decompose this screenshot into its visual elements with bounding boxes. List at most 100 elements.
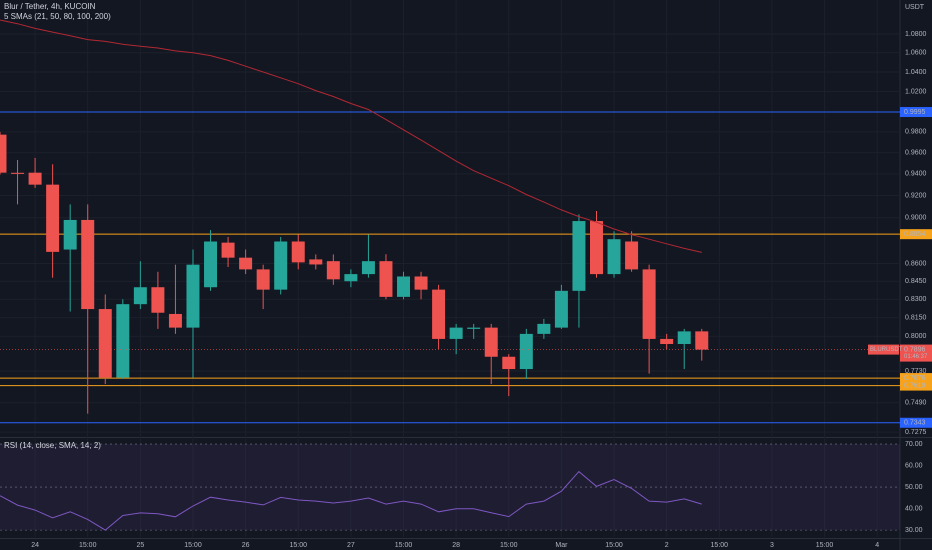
x-tick-label: 15:00 [184, 542, 202, 549]
candle-body [397, 276, 410, 297]
y-tick-label: 0.9200 [905, 192, 927, 199]
y-tick-label: 0.8150 [905, 315, 927, 322]
candle-body [151, 287, 165, 313]
candle-body [449, 327, 463, 339]
y-tick-label: 0.9000 [905, 215, 927, 222]
candle-body [63, 219, 77, 250]
candle-body [98, 309, 112, 378]
candle-body [625, 241, 639, 270]
candle-body [291, 241, 305, 263]
x-tick-label: 3 [770, 542, 774, 549]
rsi-tick-label: 40.00 [905, 505, 923, 512]
candle-body [554, 290, 568, 328]
symbol-label: BLURUSDT [870, 347, 903, 353]
level-label-box [900, 380, 932, 391]
sma-line [0, 19, 702, 253]
y-tick-label: 0.8300 [905, 296, 927, 303]
x-tick-label: 15:00 [605, 542, 623, 549]
level-label: 0.7619 [904, 382, 926, 389]
x-tick-label: 15:00 [816, 542, 834, 549]
candle-body [204, 241, 218, 288]
rsi-tick-label: 60.00 [905, 462, 923, 469]
x-tick-label: 15:00 [289, 542, 307, 549]
x-tick-label: 26 [242, 542, 250, 549]
y-tick-label: 0.8000 [905, 333, 927, 340]
candle-body [309, 259, 323, 265]
price-pane [0, 19, 900, 424]
y-tick-label: 1.0400 [905, 69, 927, 76]
candle-body [414, 276, 428, 290]
candle-body [221, 242, 235, 258]
axes: 1.0800 1.0600 1.0400 1.0200 0.9800 0.9600 0.94… [31, 31, 932, 549]
x-tick-label: 2 [665, 542, 669, 549]
rsi-tick-label: 50.00 [905, 484, 923, 491]
y-tick-label: 0.7490 [905, 400, 927, 407]
candle-body [642, 269, 656, 339]
candle-body [484, 327, 498, 357]
candle-body [502, 356, 516, 370]
rsi-title: RSI (14, close, SMA, 14, 2) [4, 441, 101, 450]
candle-body [361, 261, 375, 275]
level-label: 0.7343 [904, 420, 926, 427]
candle-body [572, 221, 586, 291]
candle-body [695, 331, 709, 350]
candle-body [81, 219, 95, 310]
x-tick-label: 15:00 [500, 542, 518, 549]
candle-body [46, 184, 60, 252]
y-tick-label: 0.8600 [905, 260, 927, 267]
level-label: 0.8854 [904, 231, 926, 238]
y-tick-label: 0.7730 [905, 368, 927, 375]
x-tick-label: 27 [347, 542, 355, 549]
rsi-pane [0, 443, 900, 531]
y-tick-label: 1.0800 [905, 31, 927, 38]
x-tick-label: Mar [555, 542, 568, 549]
y-tick-label: 0.7275 [905, 429, 927, 436]
level-label: 0.9995 [904, 109, 926, 116]
candle-body [677, 331, 691, 344]
rsi-line [0, 470, 702, 531]
candle-body [660, 338, 674, 344]
candle-body [607, 239, 621, 275]
level-label-box [900, 107, 932, 118]
y-tick-label: 0.8450 [905, 278, 927, 285]
x-tick-label: 24 [31, 542, 39, 549]
y-tick-label: 0.9400 [905, 171, 927, 178]
candle-body [133, 287, 147, 305]
x-tick-label: 25 [136, 542, 144, 549]
symbol-box [868, 344, 899, 355]
candle-body [537, 323, 551, 334]
rsi-tick-label: 30.00 [905, 527, 923, 534]
y-tick-label: 0.9800 [905, 129, 927, 136]
candle-body [519, 333, 533, 370]
indicator-label: 5 SMAs (21, 50, 80, 100, 200) [4, 12, 111, 21]
candle-body [0, 134, 7, 173]
candle-body [186, 264, 200, 328]
candle-body [28, 172, 42, 185]
x-tick-label: 15:00 [395, 542, 413, 549]
candle-body [344, 274, 358, 282]
x-tick-label: 28 [452, 542, 460, 549]
x-tick-label: 15:00 [79, 542, 97, 549]
level-label: 0.7676 [904, 375, 926, 382]
candle-body [11, 172, 25, 174]
candle-body [256, 269, 270, 290]
last-price-label: 0.7896 [904, 346, 926, 353]
candle-body [274, 241, 288, 290]
x-tick-label: 4 [875, 542, 879, 549]
level-label-box [900, 229, 932, 240]
candle-body [168, 313, 182, 328]
last-price-label-box [900, 344, 932, 362]
level-label-box [900, 373, 932, 384]
rsi-tick-label: 70.00 [905, 441, 923, 448]
candle-body [432, 289, 446, 339]
y-tick-label: 1.0200 [905, 88, 927, 95]
chart-title: Blur / Tether, 4h, KUCOIN [4, 2, 96, 11]
candle-body [116, 304, 130, 378]
candle-body [467, 327, 481, 329]
candle-body [379, 261, 393, 297]
candle-body [590, 221, 603, 275]
level-label-box [900, 417, 932, 428]
x-tick-label: 15:00 [711, 542, 729, 549]
